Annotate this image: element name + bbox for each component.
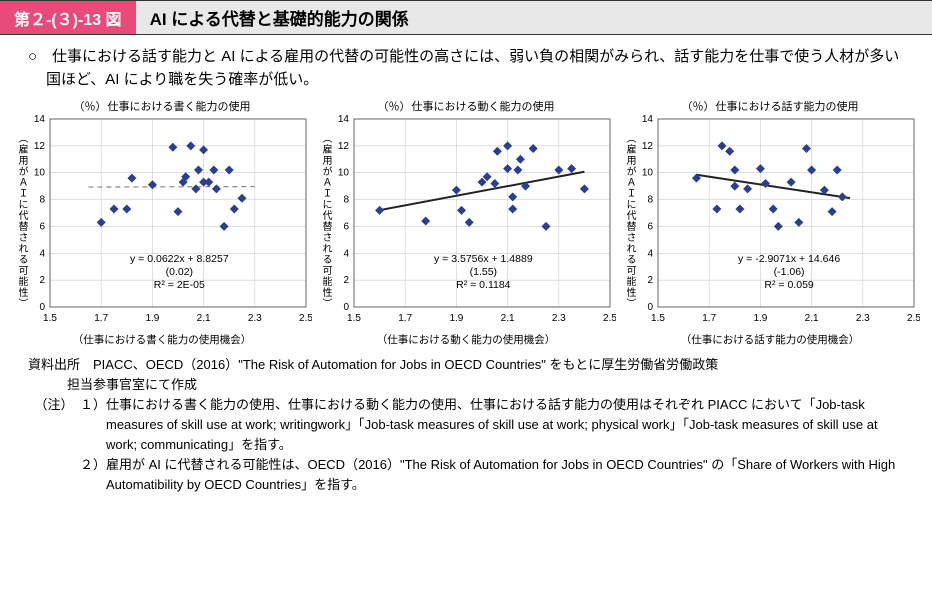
y-axis-label: （雇用がＡＩに代替される可能性） <box>622 133 637 309</box>
svg-text:1.5: 1.5 <box>43 313 57 324</box>
svg-text:1.7: 1.7 <box>94 313 108 324</box>
svg-text:10: 10 <box>338 167 350 178</box>
svg-text:1.7: 1.7 <box>398 313 412 324</box>
chart-title: （％）仕事における書く能力の使用 <box>12 98 312 114</box>
svg-text:2.3: 2.3 <box>248 313 262 324</box>
svg-text:1.9: 1.9 <box>145 313 159 324</box>
note-2: ２） 雇用が AI に代替される可能性は、OECD（2016）"The Risk… <box>28 455 904 495</box>
svg-text:6: 6 <box>343 221 349 232</box>
svg-text:6: 6 <box>647 221 653 232</box>
svg-text:8: 8 <box>647 194 653 205</box>
svg-text:10: 10 <box>642 167 654 178</box>
scatter-plot: 0 2 4 6 8 10 12 14 1.5 1.7 1.9 2.1 2.3 2.5 <box>12 115 312 327</box>
y-axis-label: （雇用がＡＩに代替される可能性） <box>318 133 333 309</box>
figure-header: 第２-(３)-13 図 AI による代替と基礎的能力の関係 <box>0 0 932 35</box>
scatter-plot: 0 2 4 6 8 10 12 14 1.5 1.7 1.9 2.1 2.3 2.5 <box>316 115 616 327</box>
source-block: 資料出所 PIACC、OECD（2016）"The Risk of Automa… <box>0 347 932 395</box>
chart-title: （％）仕事における話す能力の使用 <box>620 98 920 114</box>
svg-text:2.3: 2.3 <box>552 313 566 324</box>
x-axis-label: （仕事における動く能力の使用機会） <box>316 332 616 347</box>
notes-block: （注） １） 仕事における書く能力の使用、仕事における動く能力の使用、仕事におけ… <box>0 395 932 496</box>
svg-text:14: 14 <box>642 115 654 125</box>
figure-number-badge: 第２-(３)-13 図 <box>0 1 136 34</box>
chart-writing: （％）仕事における書く能力の使用 （雇用がＡＩに代替される可能性） 0 2 4 6 8 10 1… <box>12 98 312 347</box>
x-axis-label: （仕事における書く能力の使用機会） <box>12 332 312 347</box>
svg-text:1.7: 1.7 <box>702 313 716 324</box>
svg-text:8: 8 <box>343 194 349 205</box>
svg-text:0: 0 <box>343 302 349 313</box>
svg-text:2.5: 2.5 <box>299 313 312 324</box>
plot-wrap: （雇用がＡＩに代替される可能性） 0 2 4 6 8 10 12 14 1.5 1.7 1.9 2.1 2… <box>620 115 920 330</box>
svg-text:2.1: 2.1 <box>197 313 211 324</box>
svg-text:2.5: 2.5 <box>603 313 616 324</box>
figure-title: AI による代替と基礎的能力の関係 <box>136 1 932 34</box>
svg-text:10: 10 <box>34 167 46 178</box>
source-line1: 資料出所 PIACC、OECD（2016）"The Risk of Automa… <box>93 355 904 375</box>
chart-physical: （％）仕事における動く能力の使用 （雇用がＡＩに代替される可能性） 0 2 4 6 8 10 1… <box>316 98 616 347</box>
svg-text:1.9: 1.9 <box>753 313 767 324</box>
svg-text:14: 14 <box>338 115 350 125</box>
summary-text: ○ 仕事における話す能力と AI による雇用の代替の可能性の高さには、弱い負の相… <box>18 35 932 96</box>
svg-text:4: 4 <box>343 248 349 259</box>
svg-text:2.1: 2.1 <box>805 313 819 324</box>
plot-wrap: （雇用がＡＩに代替される可能性） 0 2 4 6 8 10 12 14 1.5 1.7 1.9 2.1 2… <box>12 115 312 330</box>
svg-text:0: 0 <box>647 302 653 313</box>
scatter-plot: 0 2 4 6 8 10 12 14 1.5 1.7 1.9 2.1 2.3 2.5 <box>620 115 920 327</box>
x-axis-label: （仕事における話す能力の使用機会） <box>620 332 920 347</box>
source-line2: 担当参事官室にて作成 <box>67 375 904 395</box>
svg-text:2.5: 2.5 <box>907 313 920 324</box>
y-axis-label: （雇用がＡＩに代替される可能性） <box>14 133 29 309</box>
regression-equation: y = -2.9071x + 14.646 (-1.06) R² = 0.059 <box>738 253 840 292</box>
svg-text:6: 6 <box>39 221 45 232</box>
plot-wrap: （雇用がＡＩに代替される可能性） 0 2 4 6 8 10 12 14 1.5 1.7 1.9 2.1 2… <box>316 115 616 330</box>
chart-communicating: （％）仕事における話す能力の使用 （雇用がＡＩに代替される可能性） 0 2 4 6 8 10 1… <box>620 98 920 347</box>
svg-text:2: 2 <box>343 275 349 286</box>
svg-text:4: 4 <box>39 248 45 259</box>
charts-row: （％）仕事における書く能力の使用 （雇用がＡＩに代替される可能性） 0 2 4 6 8 10 1… <box>0 96 932 347</box>
chart-title: （％）仕事における動く能力の使用 <box>316 98 616 114</box>
svg-text:0: 0 <box>39 302 45 313</box>
svg-text:1.9: 1.9 <box>449 313 463 324</box>
regression-equation: y = 0.0622x + 8.8257 (0.02) R² = 2E-05 <box>130 253 229 292</box>
svg-text:1.5: 1.5 <box>347 313 361 324</box>
svg-text:2: 2 <box>647 275 653 286</box>
svg-text:2.3: 2.3 <box>856 313 870 324</box>
svg-text:4: 4 <box>647 248 653 259</box>
svg-text:1.5: 1.5 <box>651 313 665 324</box>
note-1: （注） １） 仕事における書く能力の使用、仕事における動く能力の使用、仕事におけ… <box>28 395 904 455</box>
svg-text:12: 12 <box>338 140 350 151</box>
svg-text:2.1: 2.1 <box>501 313 515 324</box>
regression-equation: y = 3.5756x + 1.4889 (1.55) R² = 0.1184 <box>434 253 533 292</box>
svg-text:12: 12 <box>642 140 654 151</box>
svg-text:2: 2 <box>39 275 45 286</box>
svg-text:14: 14 <box>34 115 46 125</box>
svg-text:8: 8 <box>39 194 45 205</box>
svg-text:12: 12 <box>34 140 46 151</box>
